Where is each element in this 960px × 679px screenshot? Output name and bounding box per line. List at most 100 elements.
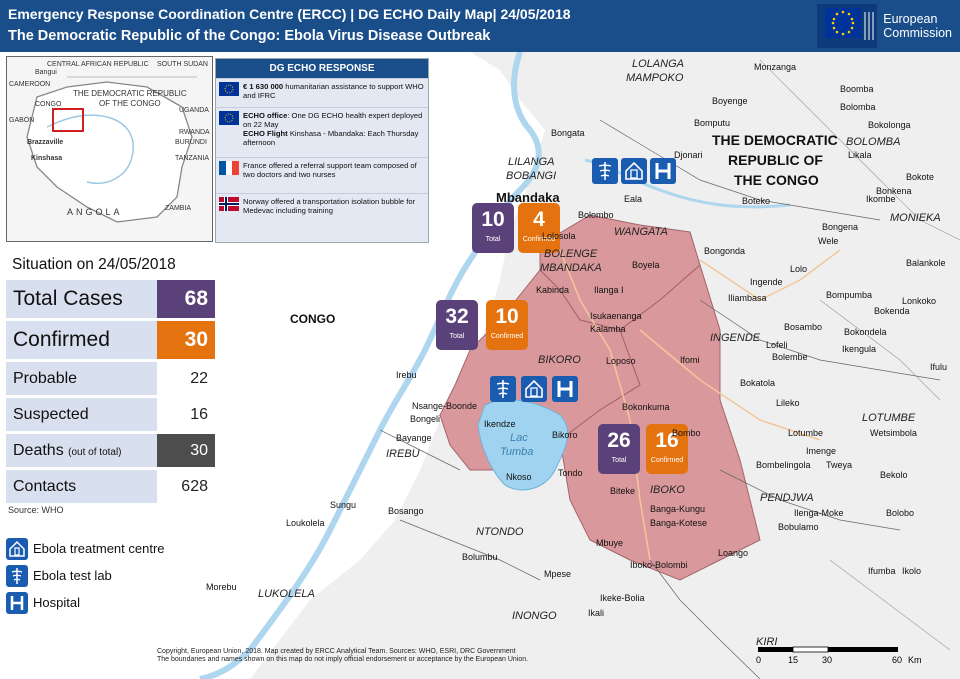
city-label: Bongonda <box>704 246 746 256</box>
city-label: Ilenga-Moke <box>794 508 844 518</box>
response-item: Norway offered a transportation isolatio… <box>216 193 428 231</box>
country-label: THE CONGO <box>734 172 819 188</box>
city-label: Lonkoko <box>902 296 937 306</box>
city-label: Loango <box>718 548 749 558</box>
region-label: INONGO <box>512 610 557 622</box>
copyright-line-1: Copyright, European Union, 2018. Map cre… <box>157 648 516 655</box>
legend-item: Hospital <box>6 590 165 615</box>
legend-label: Hospital <box>33 595 80 610</box>
hospital-icon <box>552 376 578 402</box>
confirmed-cases-box-bikoro: 10 Confirmed <box>486 300 528 350</box>
inset-label: RWANDA <box>179 129 210 136</box>
inset-label: THE DEMOCRATIC REPUBLIC <box>73 89 187 98</box>
city-label: Likala <box>848 150 872 160</box>
inset-label: BURUNDI <box>175 139 207 146</box>
response-bold: ECHO Flight <box>243 129 288 138</box>
city-label: Mbuye <box>596 538 624 548</box>
city-label: Boomba <box>840 84 874 94</box>
confirmed-cases-box-iboko: 16 Confirmed <box>646 424 688 474</box>
scale-tick: 60 <box>892 655 903 665</box>
inset-label: ZAMBIA <box>165 205 192 212</box>
city-label: Tondo <box>558 468 583 478</box>
country-label: CONGO <box>290 312 336 326</box>
region-label: MBANDAKA <box>540 262 602 274</box>
city-label: Bokote <box>906 172 935 182</box>
response-text: France offered a referral support team c… <box>243 161 417 179</box>
response-text: : One DG ECHO health expert deployed on … <box>243 111 423 129</box>
city-label: Lofeli <box>766 340 788 350</box>
lake-label: Tumba <box>500 446 534 458</box>
response-text: Kinshasa - Mbandaka: Each Thursday after… <box>243 129 419 147</box>
response-panel: DG ECHO RESPONSE € 1 630 000 humanitaria… <box>215 58 429 243</box>
total-caption: Total <box>449 333 465 340</box>
stat-label: Probable <box>6 362 157 395</box>
region-label: BIKORO <box>538 354 581 366</box>
city-label: Ikolo <box>902 566 922 576</box>
inset-label: UGANDA <box>179 107 209 114</box>
city-label: Boyenge <box>712 96 748 106</box>
city-label: Bongeli <box>410 414 441 424</box>
city-label: Bokondela <box>844 327 887 337</box>
total-count: 10 <box>481 208 505 231</box>
region-label: LILANGA <box>508 156 555 168</box>
confirmed-cases-box-wangata: 4 Confirmed <box>518 203 560 253</box>
inset-label: OF THE CONGO <box>99 99 161 108</box>
table-row: Deaths (out of total) 30 <box>6 434 215 467</box>
legend-label: Ebola treatment centre <box>33 541 165 556</box>
city-label: Bokonkuma <box>622 402 670 412</box>
city-label: Bonkena <box>876 186 912 196</box>
city-label: Banga-Kungu <box>650 504 706 514</box>
city-label: Bombo <box>672 428 701 438</box>
stat-value: 628 <box>157 470 215 503</box>
region-label: KIRI <box>756 636 778 648</box>
stat-label: Total Cases <box>6 280 157 318</box>
region-label: BOLENGE <box>544 248 598 260</box>
legend-label: Ebola test lab <box>33 568 112 583</box>
congo-river <box>199 52 542 679</box>
inset-label: CENTRAL AFRICAN REPUBLIC <box>47 61 149 68</box>
copyright-line-2: The boundaries and names shown on this m… <box>157 656 529 663</box>
city-label: Banga-Kotese <box>650 518 708 528</box>
city-label: Loukolela <box>286 518 325 528</box>
city-label: Bokatola <box>740 378 776 388</box>
city-label: Mbandaka <box>496 190 560 205</box>
city-label: Mpese <box>544 569 572 579</box>
situation-table: Total Cases 68 Confirmed 30 Probable 22 … <box>6 280 215 503</box>
city-label: Ifomi <box>680 355 700 365</box>
stat-label: Suspected <box>6 398 157 431</box>
scale-bar: 0 15 30 60 Km <box>756 645 956 675</box>
city-label: Ikengula <box>842 344 877 354</box>
city-label: Bompumba <box>826 290 873 300</box>
test-lab-icon <box>490 376 516 402</box>
stat-label: Contacts <box>6 470 157 503</box>
country-label: THE DEMOCRATIC <box>712 132 838 148</box>
european-commission-logo: European Commission <box>817 4 952 48</box>
region-label: BOBANGI <box>506 170 557 182</box>
scale-unit: Km <box>908 655 922 665</box>
scale-tick: 0 <box>756 655 762 665</box>
region-label: MONIEKA <box>890 212 941 224</box>
city-label: Monzanga <box>754 62 797 72</box>
table-row: Confirmed 30 <box>6 321 215 359</box>
eu-flag-icon <box>219 82 239 104</box>
legend-item: Ebola test lab <box>6 563 165 588</box>
region-label: BOLOMBA <box>846 136 901 148</box>
city-label: Iliambasa <box>728 293 767 303</box>
region-label: LOTUMBE <box>862 412 916 424</box>
city-label: Balankole <box>906 258 946 268</box>
lake-tumba <box>477 399 569 491</box>
city-label: Tweya <box>826 460 853 470</box>
table-row: Probable 22 <box>6 362 215 395</box>
city-label: Lileko <box>776 398 800 408</box>
city-label: Bosambo <box>784 322 823 332</box>
inset-label: CAMEROON <box>9 81 51 88</box>
city-label: Ifumba <box>868 566 896 576</box>
city-label: Iboko-Bolombi <box>630 560 688 570</box>
city-label: Imenge <box>806 446 837 456</box>
inset-label: Brazzaville <box>27 139 64 146</box>
total-count: 32 <box>445 305 469 328</box>
stat-value: 30 <box>157 321 215 359</box>
city-label: Ifulu <box>930 362 948 372</box>
stat-value: 16 <box>157 398 215 431</box>
city-label: Biteke <box>610 486 636 496</box>
